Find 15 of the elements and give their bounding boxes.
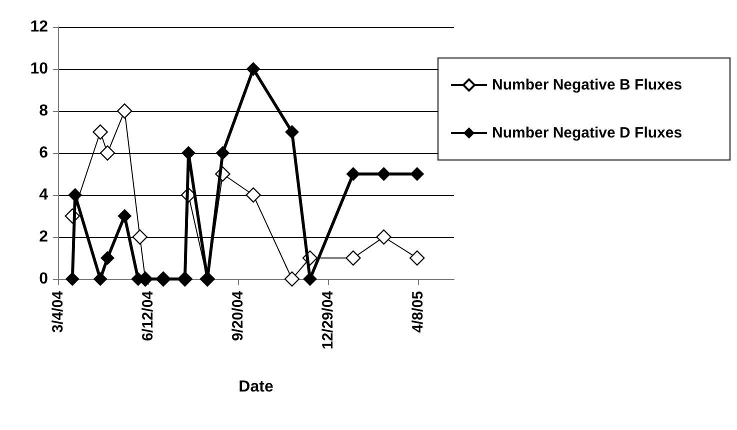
y-tick-label: 8 (39, 102, 48, 120)
x-tick-label: 9/20/04 (230, 290, 246, 342)
y-tick-label: 2 (39, 228, 48, 246)
y-tick-label: 12 (30, 18, 48, 36)
legend-label: Number Negative B Fluxes (492, 76, 682, 94)
y-tick-label: 10 (30, 60, 48, 78)
x-tick-label: 4/8/05 (410, 291, 426, 333)
y-tick-label: 0 (39, 270, 48, 288)
x-tick-label: 3/4/04 (50, 290, 66, 333)
legend-label: Number Negative D Fluxes (492, 124, 682, 142)
x-axis-title: Date (238, 378, 274, 396)
y-tick-label: 6 (39, 144, 48, 162)
x-tick-label: 6/12/04 (140, 290, 156, 342)
x-tick-label: 12/29/04 (320, 290, 336, 350)
y-tick-label: 4 (39, 186, 48, 204)
